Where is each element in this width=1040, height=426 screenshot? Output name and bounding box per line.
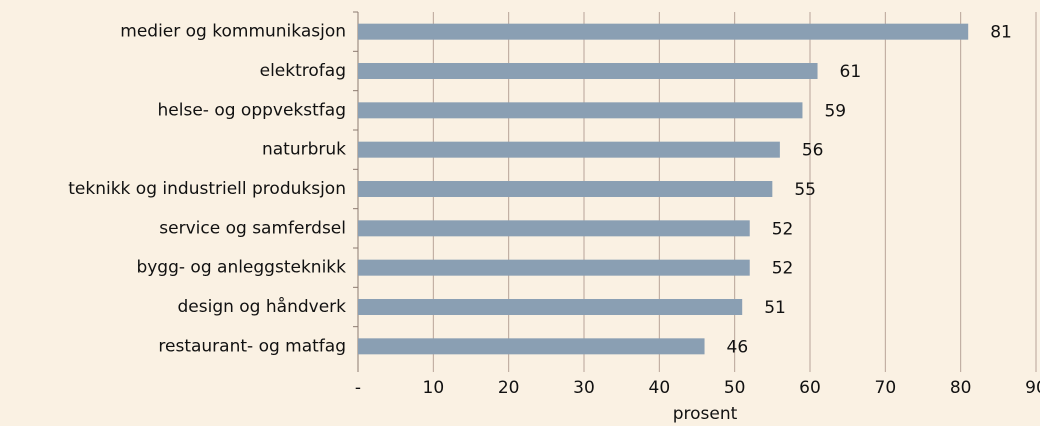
bar: [358, 338, 705, 355]
value-label: 46: [727, 337, 749, 357]
x-tick-label: 10: [423, 378, 445, 398]
bar: [358, 63, 818, 79]
x-tick-label: 80: [950, 378, 972, 398]
y-tick-label: design og håndverk: [177, 296, 346, 317]
bar: [358, 181, 773, 197]
x-tick-label: 70: [875, 378, 897, 398]
value-label: 61: [840, 62, 862, 82]
x-axis-label: prosent: [673, 404, 738, 424]
x-tick-label: 60: [799, 378, 821, 398]
y-tick-label: service og samferdsel: [159, 218, 346, 238]
y-tick-label: restaurant- og matfag: [158, 336, 346, 356]
value-label: 52: [772, 259, 794, 279]
bar: [358, 299, 743, 315]
x-tick-label: 20: [498, 378, 520, 398]
value-label: 56: [802, 141, 824, 161]
bar: [358, 23, 969, 40]
value-label: 52: [772, 219, 794, 239]
bar: [358, 259, 750, 276]
y-tick-label: naturbruk: [262, 140, 346, 160]
value-label: 51: [764, 298, 786, 318]
bar: [358, 102, 803, 119]
y-tick-label: bygg- og anleggsteknikk: [136, 258, 346, 278]
y-tick-label: elektrofag: [260, 61, 346, 81]
y-tick-label: teknikk og industriell produksjon: [68, 179, 346, 199]
x-tick-label: 40: [649, 378, 671, 398]
value-label: 55: [794, 180, 816, 200]
x-tick-label: 30: [573, 378, 595, 398]
bar: [358, 141, 780, 158]
value-label: 59: [824, 101, 846, 121]
x-tick-label: 90: [1025, 378, 1040, 398]
y-tick-label: helse- og oppvekstfag: [158, 100, 346, 120]
value-label: 81: [990, 23, 1012, 43]
bar: [358, 220, 750, 237]
x-tick-label: -: [355, 378, 361, 398]
y-tick-label: medier og kommunikasjon: [120, 22, 346, 42]
x-tick-label: 50: [724, 378, 746, 398]
